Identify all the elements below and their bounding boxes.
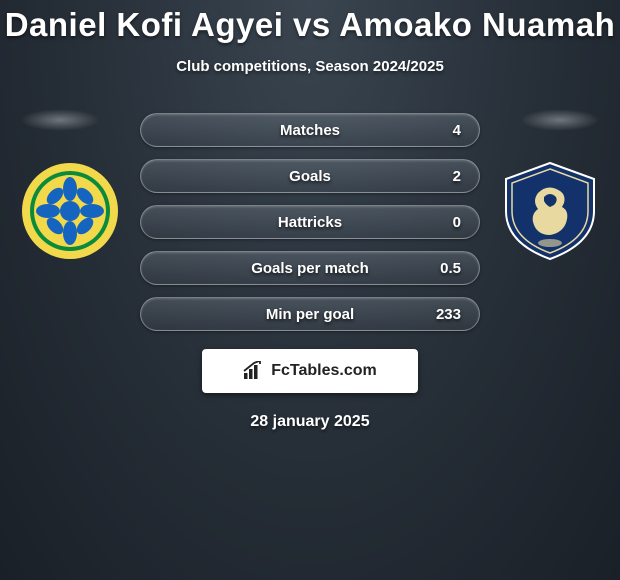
- stat-label: Min per goal: [266, 306, 354, 323]
- stat-label: Hattricks: [278, 214, 342, 231]
- club-badge-right: [500, 161, 600, 261]
- stat-row-hattricks: Hattricks 0: [140, 205, 480, 239]
- page-title: Daniel Kofi Agyei vs Amoako Nuamah: [0, 0, 620, 44]
- stat-row-goals: Goals 2: [140, 159, 480, 193]
- subtitle: Club competitions, Season 2024/2025: [0, 58, 620, 75]
- stat-row-min-per-goal: Min per goal 233: [140, 297, 480, 331]
- comparison-content: Matches 4 Goals 2 Hattricks 0 Goals per …: [0, 113, 620, 431]
- stat-value: 0.5: [440, 260, 461, 277]
- stat-label: Matches: [280, 122, 340, 139]
- badge-shadow-right: [520, 109, 600, 131]
- stat-value: 0: [453, 214, 461, 231]
- stat-row-matches: Matches 4: [140, 113, 480, 147]
- chart-icon: [243, 361, 265, 381]
- stat-value: 4: [453, 122, 461, 139]
- stat-row-goals-per-match: Goals per match 0.5: [140, 251, 480, 285]
- club-badge-left: [20, 161, 120, 261]
- stat-value: 2: [453, 168, 461, 185]
- brand-text: FcTables.com: [271, 362, 377, 380]
- date-text: 28 january 2025: [0, 413, 620, 431]
- badge-shadow-left: [20, 109, 100, 131]
- stat-value: 233: [436, 306, 461, 323]
- stat-label: Goals per match: [251, 260, 369, 277]
- stat-label: Goals: [289, 168, 331, 185]
- brand-logo: FcTables.com: [202, 349, 418, 393]
